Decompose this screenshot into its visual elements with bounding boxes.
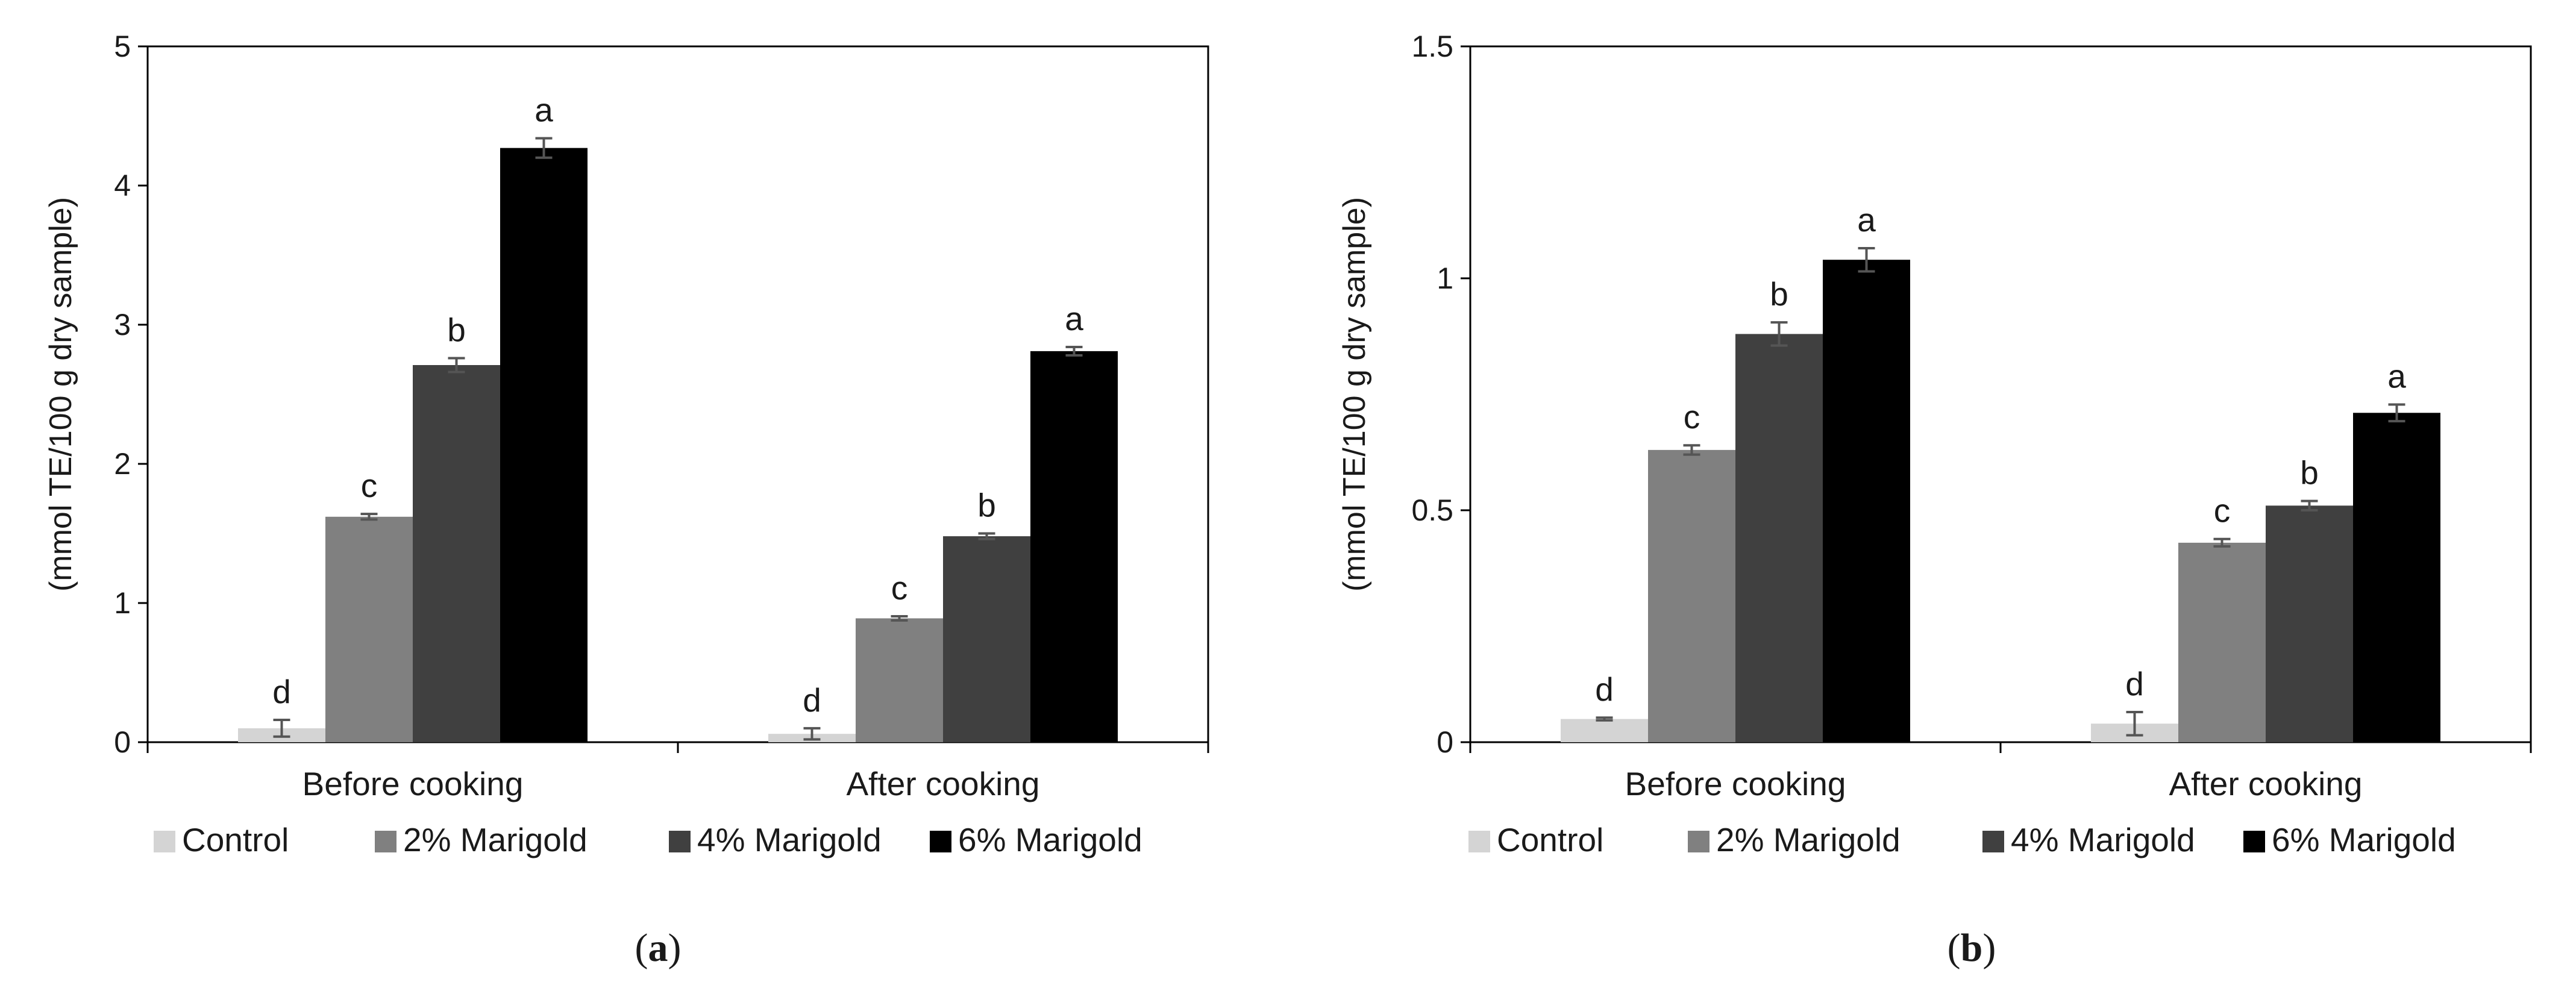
significance-letter: c bbox=[2214, 492, 2231, 530]
y-tick-label: 2 bbox=[114, 447, 131, 481]
legend-swatch bbox=[1688, 831, 1709, 852]
y-axis-title: (mmol TE/100 g dry sample) bbox=[1337, 197, 1372, 592]
legend-label: 6% Marigold bbox=[2272, 821, 2456, 858]
legend-label: 4% Marigold bbox=[697, 821, 882, 858]
legend: Control 2% Marigold 4% Marigold 6% Marigold bbox=[1468, 821, 2456, 858]
legend-label: 4% Marigold bbox=[2011, 821, 2195, 858]
significance-letter: a bbox=[2387, 357, 2406, 395]
legend-swatch bbox=[930, 831, 951, 852]
legend-label: 2% Marigold bbox=[403, 821, 588, 858]
bar bbox=[856, 618, 943, 742]
legend-swatch bbox=[154, 831, 175, 852]
y-tick-label: 0.5 bbox=[1411, 493, 1453, 527]
bar bbox=[1823, 260, 1910, 742]
significance-letter: d bbox=[1595, 670, 1614, 708]
bar bbox=[943, 536, 1030, 742]
panel-label: (a) bbox=[635, 926, 682, 970]
y-tick-label: 1 bbox=[114, 586, 131, 620]
bar bbox=[500, 148, 588, 742]
y-tick-label: 5 bbox=[114, 30, 131, 63]
significance-letter: b bbox=[1770, 275, 1788, 313]
legend-swatch bbox=[669, 831, 691, 852]
legend-label: Control bbox=[182, 821, 289, 858]
bar bbox=[1735, 334, 1823, 742]
y-tick-label: 1 bbox=[1437, 261, 1453, 295]
legend: Control 2% Marigold 4% Marigold 6% Marigold bbox=[154, 821, 1142, 858]
bar bbox=[1030, 351, 1118, 742]
panel-label: (b) bbox=[1948, 926, 1996, 970]
significance-letter: c bbox=[1684, 398, 1700, 436]
bar bbox=[1561, 719, 1648, 742]
significance-letter: c bbox=[361, 467, 378, 504]
bar bbox=[413, 364, 500, 742]
significance-letter: d bbox=[803, 681, 821, 719]
significance-letter: d bbox=[272, 673, 291, 710]
legend-label: 6% Marigold bbox=[958, 821, 1142, 858]
y-tick-label: 0 bbox=[1437, 725, 1453, 759]
significance-letter: a bbox=[1065, 300, 1083, 337]
legend-swatch bbox=[1468, 831, 1490, 852]
legend-swatch bbox=[375, 831, 396, 852]
significance-letter: c bbox=[891, 569, 908, 607]
bar bbox=[2266, 505, 2353, 742]
bar bbox=[2178, 542, 2266, 742]
bar bbox=[325, 516, 413, 742]
bar bbox=[1648, 449, 1735, 742]
y-tick-label: 0 bbox=[114, 725, 131, 759]
x-category-label: After cooking bbox=[2169, 765, 2362, 802]
x-category-label: After cooking bbox=[846, 765, 1039, 802]
y-tick-label: 3 bbox=[114, 308, 131, 342]
y-axis-title: (mmol TE/100 g dry sample) bbox=[43, 197, 78, 592]
significance-letter: d bbox=[2125, 665, 2144, 702]
significance-letter: b bbox=[447, 311, 466, 348]
significance-letter: a bbox=[534, 91, 553, 128]
legend-label: Control bbox=[1497, 821, 1603, 858]
y-tick-label: 1.5 bbox=[1411, 30, 1453, 63]
significance-letter: a bbox=[1857, 201, 1876, 239]
legend-label: 2% Marigold bbox=[1716, 821, 1901, 858]
chart-panel-a: 0 1 2 3 4 5 (mmol TE/100 g dry sample) Before c… bbox=[43, 30, 1209, 970]
y-tick-label: 4 bbox=[114, 169, 131, 202]
x-category-label: Before cooking bbox=[302, 765, 524, 802]
legend-swatch bbox=[1982, 831, 2004, 852]
chart-panel-b: 0 0.5 1 1.5 (mmol TE/100 g dry sample) Before… bbox=[1337, 30, 2532, 970]
significance-letter: b bbox=[977, 487, 996, 524]
legend-swatch bbox=[2243, 831, 2265, 852]
bar bbox=[2353, 413, 2440, 742]
significance-letter: b bbox=[2300, 454, 2319, 492]
x-category-label: Before cooking bbox=[1625, 765, 1846, 802]
